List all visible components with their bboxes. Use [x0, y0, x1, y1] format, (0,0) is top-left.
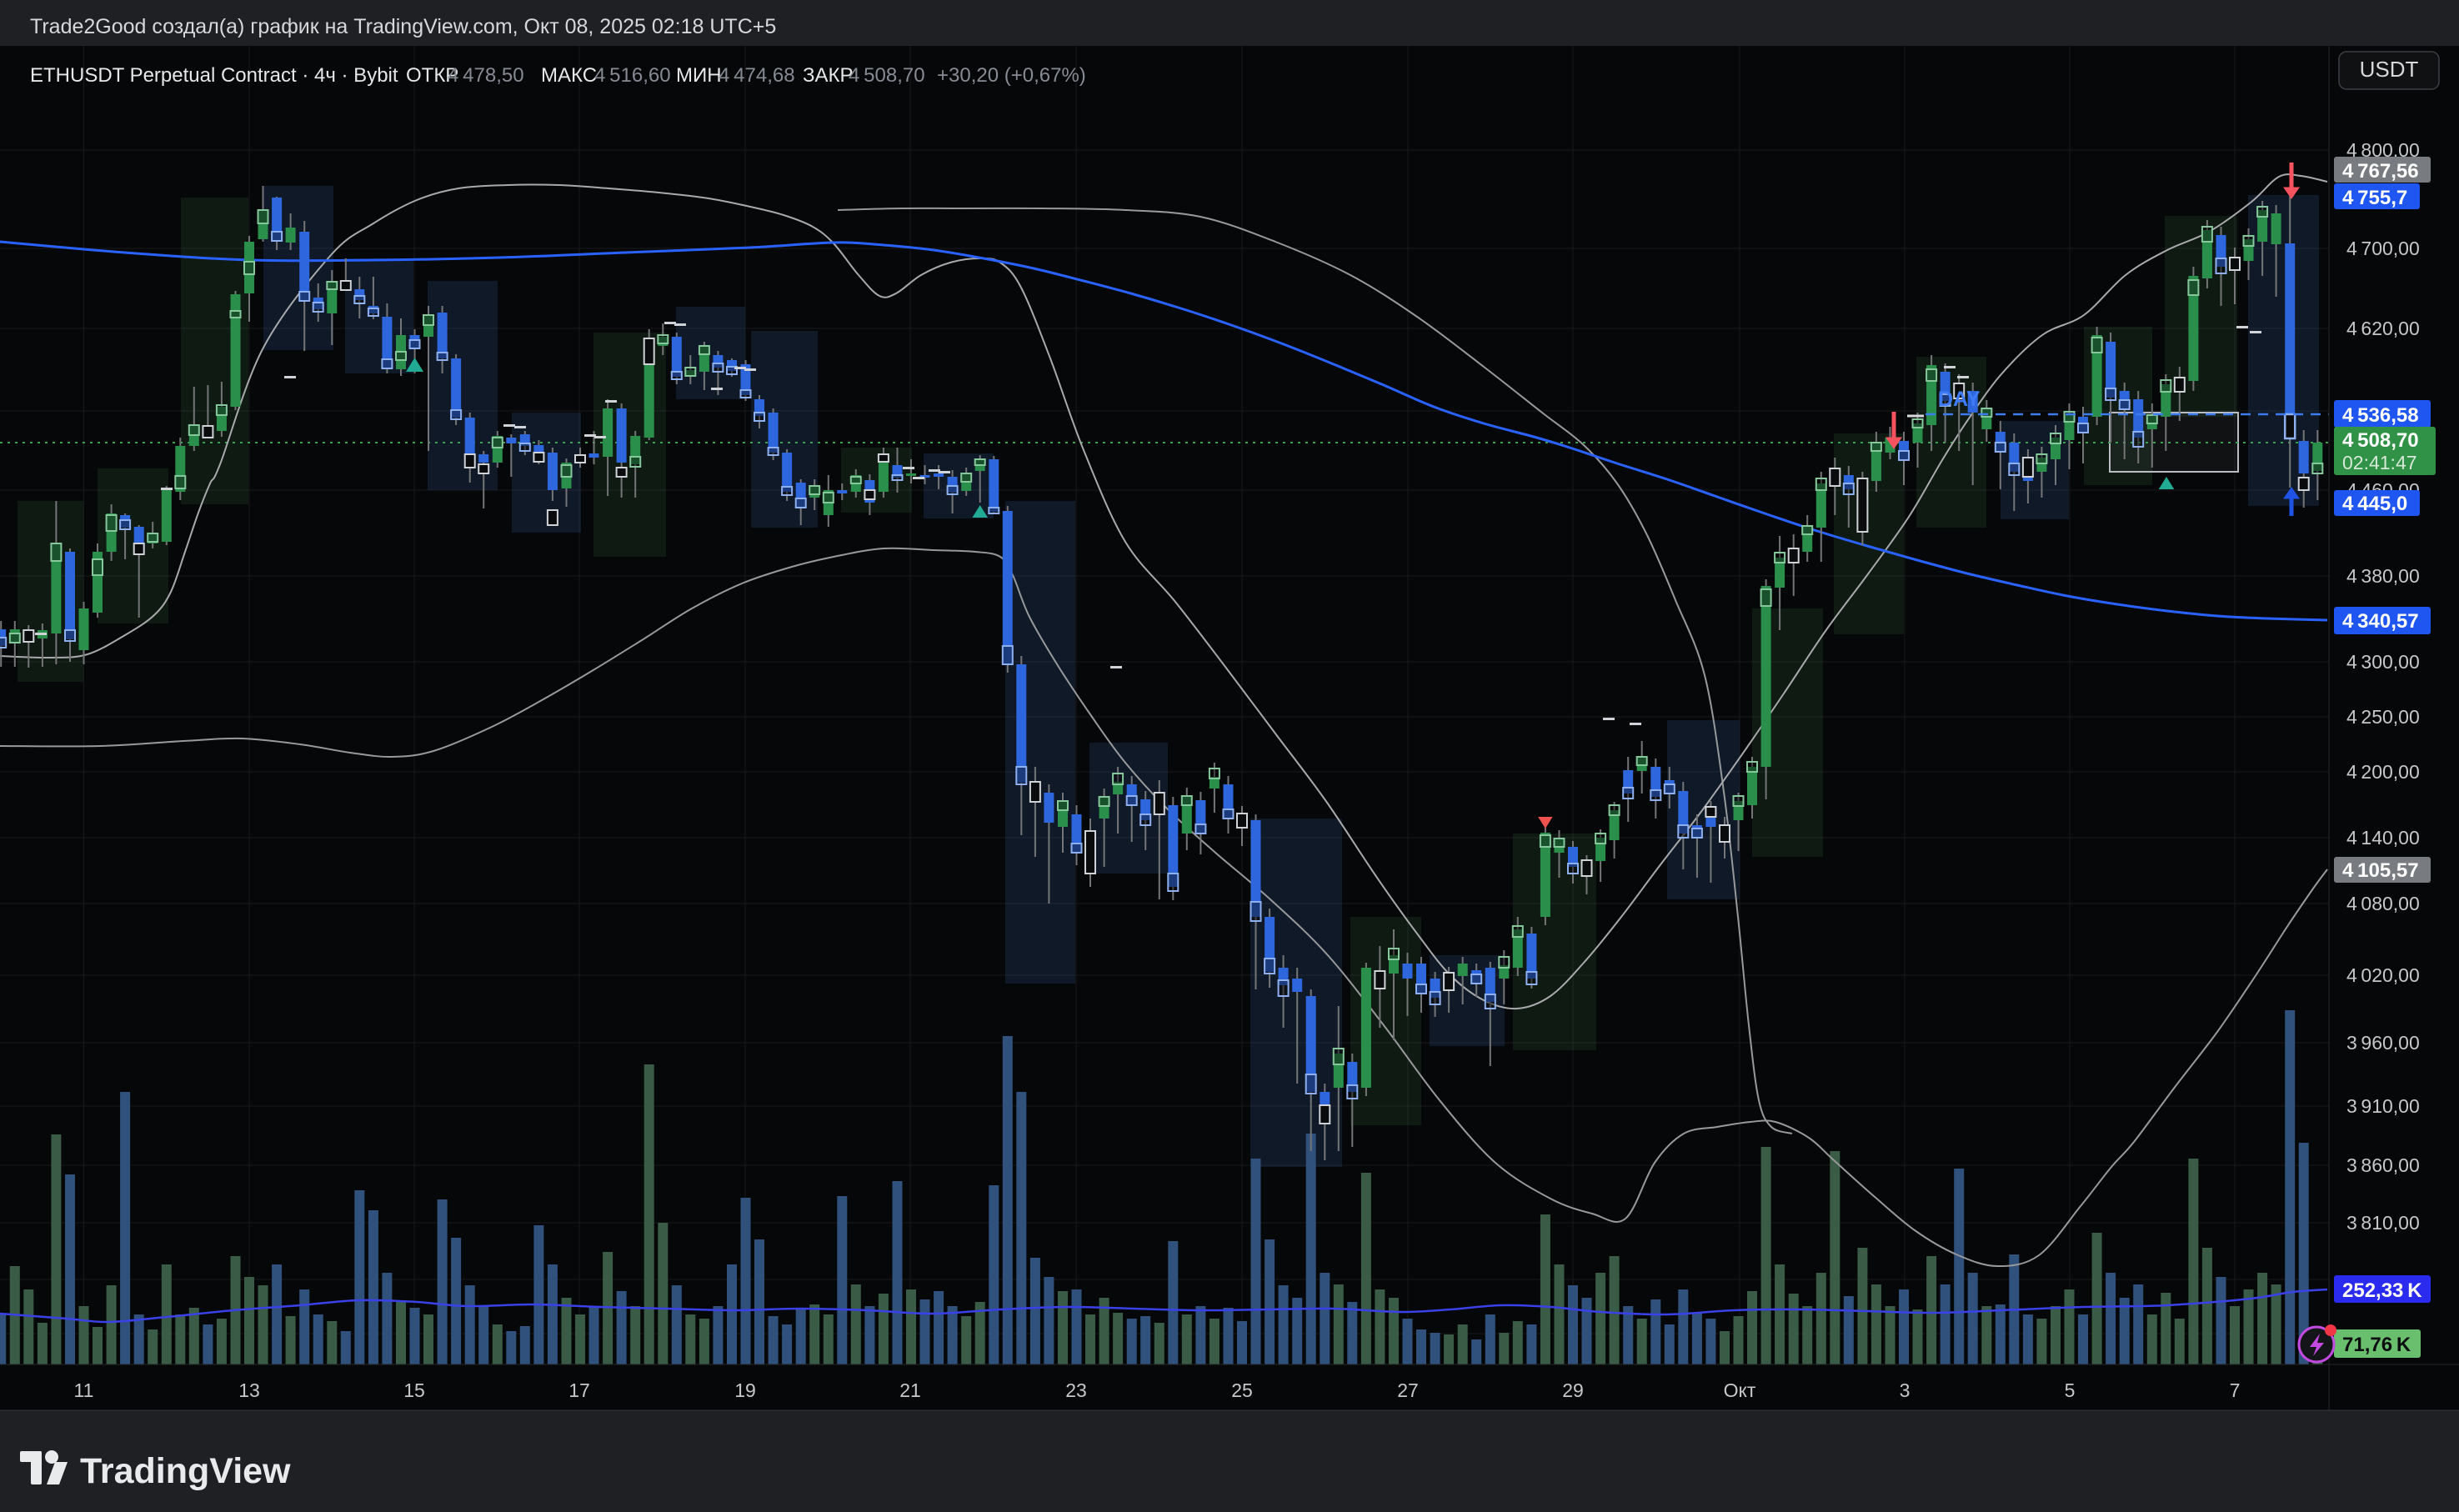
- svg-text:4 700,00: 4 700,00: [2346, 238, 2420, 259]
- svg-text:USDT: USDT: [2360, 57, 2419, 82]
- svg-text:МАКС: МАКС: [541, 64, 597, 87]
- svg-text:3 960,00: 3 960,00: [2346, 1032, 2420, 1054]
- svg-text:МИН: МИН: [676, 64, 722, 87]
- svg-text:29: 29: [1562, 1379, 1584, 1401]
- svg-text:19: 19: [734, 1379, 756, 1401]
- svg-text:13: 13: [238, 1379, 260, 1401]
- svg-text:4 105,57: 4 105,57: [2342, 859, 2419, 882]
- svg-text:4 536,58: 4 536,58: [2342, 404, 2419, 427]
- svg-text:252,33 K: 252,33 K: [2342, 1279, 2422, 1302]
- svg-text:23: 23: [1065, 1379, 1087, 1401]
- svg-text:3: 3: [1900, 1379, 1911, 1401]
- svg-text:4 755,7: 4 755,7: [2342, 187, 2407, 209]
- svg-text:4 200,00: 4 200,00: [2346, 761, 2420, 783]
- svg-text:4 474,68: 4 474,68: [719, 64, 795, 87]
- svg-text:4 020,00: 4 020,00: [2346, 964, 2420, 986]
- svg-text:02:41:47: 02:41:47: [2342, 452, 2417, 473]
- svg-text:4 620,00: 4 620,00: [2346, 318, 2420, 339]
- svg-text:11: 11: [74, 1379, 94, 1401]
- svg-text:15: 15: [403, 1379, 425, 1401]
- svg-text:4 767,56: 4 767,56: [2342, 160, 2419, 183]
- svg-text:25: 25: [1231, 1379, 1253, 1401]
- svg-text:4 380,00: 4 380,00: [2346, 565, 2420, 587]
- svg-text:3 910,00: 3 910,00: [2346, 1095, 2420, 1117]
- svg-text:ETHUSDT Perpetual Contract · 4: ETHUSDT Perpetual Contract · 4ч · Bybit: [30, 64, 398, 87]
- svg-text:Окт: Окт: [1724, 1379, 1756, 1401]
- svg-text:71,76 K: 71,76 K: [2342, 1334, 2411, 1356]
- svg-text:DAY: DAY: [1938, 388, 1981, 411]
- svg-text:4 508,70: 4 508,70: [2342, 429, 2419, 452]
- svg-text:4 516,60: 4 516,60: [594, 64, 671, 87]
- svg-text:7: 7: [2230, 1379, 2241, 1401]
- svg-text:ОТКР: ОТКР: [406, 64, 458, 87]
- svg-text:21: 21: [899, 1379, 921, 1401]
- svg-text:TradingView: TradingView: [80, 1451, 291, 1491]
- svg-text:4 300,00: 4 300,00: [2346, 651, 2420, 673]
- svg-text:4 340,57: 4 340,57: [2342, 610, 2419, 633]
- svg-text:4 478,50: 4 478,50: [448, 64, 524, 87]
- svg-text:4 508,70: 4 508,70: [849, 64, 925, 87]
- svg-text:27: 27: [1397, 1379, 1419, 1401]
- svg-text:+30,20 (+0,67%): +30,20 (+0,67%): [937, 64, 1086, 87]
- svg-text:3 860,00: 3 860,00: [2346, 1154, 2420, 1176]
- svg-text:ЗАКР: ЗАКР: [803, 64, 854, 87]
- svg-text:4 140,00: 4 140,00: [2346, 827, 2420, 849]
- svg-text:17: 17: [568, 1379, 590, 1401]
- svg-text:4 445,0: 4 445,0: [2342, 493, 2407, 515]
- svg-text:4 250,00: 4 250,00: [2346, 706, 2420, 728]
- svg-text:3 810,00: 3 810,00: [2346, 1212, 2420, 1234]
- svg-text:4 080,00: 4 080,00: [2346, 893, 2420, 914]
- svg-text:5: 5: [2065, 1379, 2076, 1401]
- svg-text:Trade2Good создал(а) график на: Trade2Good создал(а) график на TradingVi…: [30, 15, 776, 38]
